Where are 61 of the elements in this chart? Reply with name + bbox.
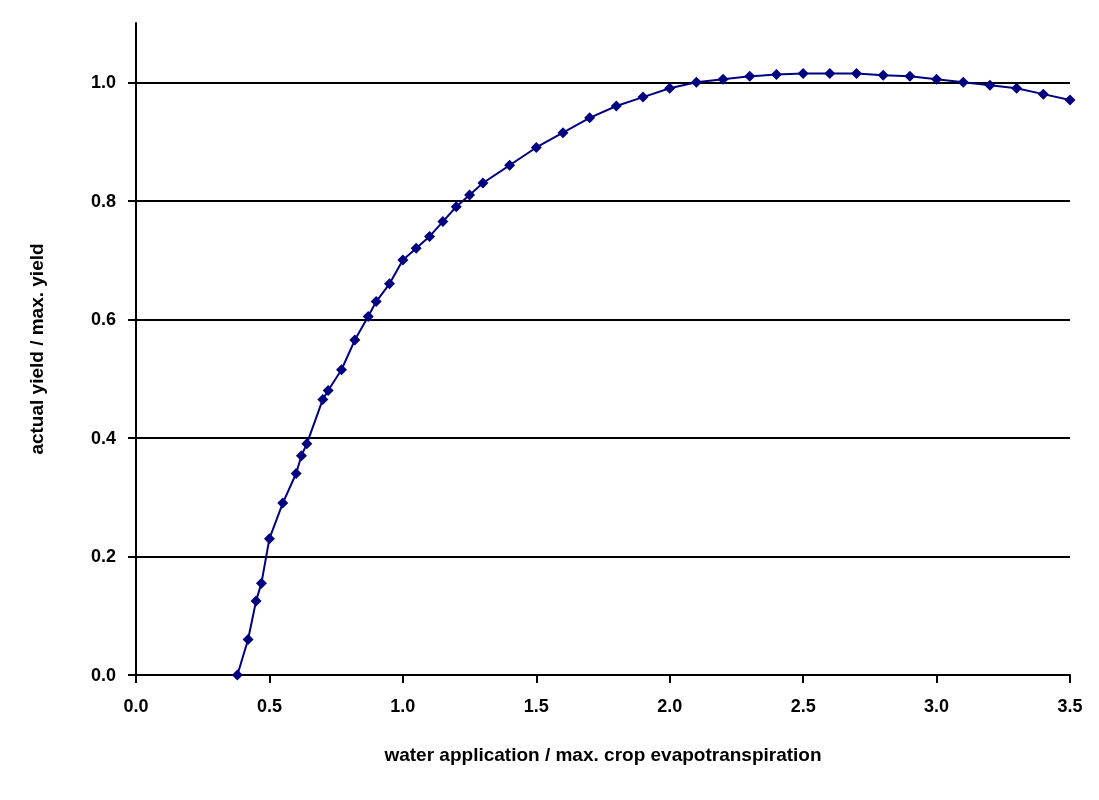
point — [584, 112, 596, 124]
point — [410, 242, 422, 254]
point — [530, 141, 542, 153]
point — [335, 364, 347, 376]
point — [797, 67, 809, 79]
point — [557, 127, 569, 139]
point — [450, 201, 462, 213]
point — [610, 100, 622, 112]
point — [424, 230, 436, 242]
point — [1037, 88, 1049, 100]
point — [464, 189, 476, 201]
point — [957, 76, 969, 88]
point — [664, 82, 676, 94]
y-tick-label: 0.4 — [90, 427, 116, 448]
point — [397, 254, 409, 266]
y-axis-title: actual yield / max. yield — [26, 243, 47, 455]
point — [931, 73, 943, 85]
point — [290, 467, 302, 479]
point — [362, 310, 374, 322]
x-tick-label: 0.5 — [256, 696, 282, 716]
point — [1064, 94, 1076, 106]
point — [301, 438, 313, 450]
point — [322, 384, 334, 396]
point — [744, 70, 756, 82]
y-tick-label: 0.8 — [90, 190, 116, 211]
point — [242, 633, 254, 645]
x-axis-title: water application / max. crop evapotranspiration — [383, 744, 822, 765]
point — [904, 70, 916, 82]
point — [690, 76, 702, 88]
y-tick-label: 0.6 — [90, 309, 116, 330]
point — [851, 67, 863, 79]
y-tick-label: 1.0 — [90, 72, 116, 93]
point — [504, 159, 516, 171]
point — [824, 67, 836, 79]
point — [231, 669, 243, 681]
point — [370, 296, 382, 308]
point — [770, 69, 782, 81]
y-tick-label: 0.2 — [90, 546, 116, 567]
x-tick-label: 3.5 — [1057, 696, 1083, 716]
point — [1011, 82, 1023, 94]
point — [984, 79, 996, 91]
x-tick-label: 3.0 — [924, 696, 950, 716]
x-tick-label: 2.0 — [657, 696, 683, 716]
point — [263, 533, 275, 545]
point — [717, 73, 729, 85]
point — [877, 69, 889, 81]
point — [277, 497, 289, 509]
point — [317, 393, 329, 405]
point — [255, 577, 267, 589]
point — [477, 177, 489, 189]
point — [637, 91, 649, 103]
x-tick-label: 0.0 — [123, 696, 149, 716]
x-tick-label: 1.5 — [523, 696, 549, 716]
point — [295, 450, 307, 462]
x-tick-label: 1.0 — [390, 696, 416, 716]
y-tick-label: 0.0 — [90, 665, 116, 685]
x-tick-label: 2.5 — [790, 696, 816, 716]
point — [349, 334, 361, 346]
point — [250, 595, 262, 607]
point — [384, 278, 396, 290]
point — [437, 216, 449, 228]
